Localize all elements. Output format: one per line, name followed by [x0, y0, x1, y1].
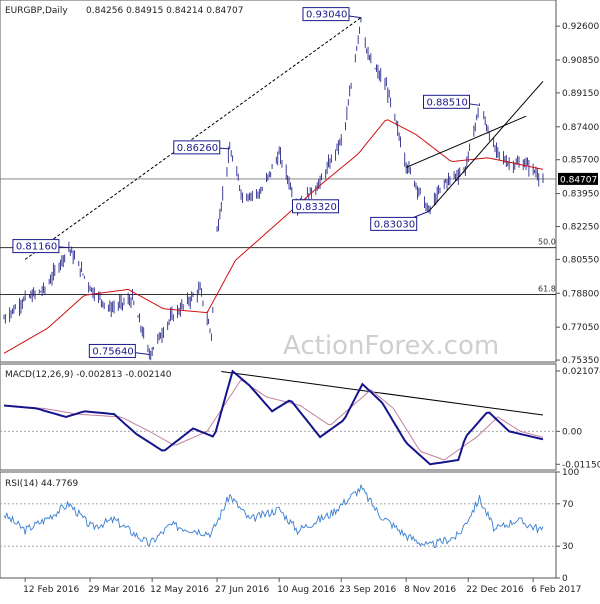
channel-line — [405, 115, 527, 168]
dashed-trendline — [24, 17, 362, 260]
callout-box — [302, 7, 350, 22]
moving-average-line — [3, 119, 544, 354]
level-callout: 0.81160 — [12, 239, 69, 254]
price-y-tick-label: 0.75350 — [562, 356, 599, 366]
callout-label: 0.88510 — [427, 97, 468, 108]
price-y-tick-label: 0.78800 — [562, 289, 599, 299]
level-callout: 0.83030 — [370, 210, 429, 231]
callout-box — [423, 94, 471, 109]
callout-box — [88, 343, 136, 358]
callout-box — [370, 216, 418, 231]
x-tick-label: 23 Sep 2016 — [339, 585, 396, 595]
x-tick-label: 12 Feb 2016 — [23, 585, 79, 595]
macd-signal-line — [3, 379, 544, 461]
watermark: ActionForex.com — [283, 331, 499, 361]
rsi-panel: 100 70 30 0 RSI(14) 44.7769 — [0, 468, 579, 584]
macd-main-line — [3, 369, 544, 466]
rsi-y-tick-label: 0 — [562, 574, 568, 584]
current-price-tag-text: 0.84707 — [560, 175, 597, 185]
level-callout: 0.75640 — [88, 343, 150, 358]
price-y-tick-label: 0.87400 — [562, 123, 599, 133]
rsi-y-axis: 100 70 30 0 — [556, 468, 579, 584]
x-tick-label: 8 Nov 2016 — [404, 585, 456, 595]
callout-box — [12, 239, 60, 254]
macd-title: MACD(12,26,9) -0.002813 -0.002140 — [5, 370, 172, 380]
macd-panel-frame — [0, 363, 557, 471]
macd-y-tick-label: -0.011507 — [562, 460, 600, 470]
price-y-tick-label: 0.83950 — [562, 190, 599, 200]
fib-level-label: 61.8 — [538, 284, 556, 293]
price-panel: 0.92600 0.90850 0.89150 0.87400 0.85700 0.839… — [0, 0, 599, 366]
price-y-tick-label: 0.90850 — [562, 56, 599, 66]
x-tick-label: 6 Feb 2017 — [531, 585, 581, 595]
macd-trend-line — [221, 370, 544, 416]
macd-series — [3, 369, 544, 466]
x-tick-label: 29 Mar 2016 — [88, 585, 145, 595]
x-tick-label: 10 Aug 2016 — [277, 585, 335, 595]
x-tick-label: 27 Jun 2016 — [215, 585, 269, 595]
level-callout: 0.88510 — [423, 94, 480, 109]
chart-title: EURGBP,Daily — [5, 6, 68, 16]
rsi-y-tick-label: 100 — [562, 468, 579, 478]
callout-box — [173, 140, 221, 155]
level-callout: 0.93040 — [302, 7, 362, 22]
key-level-callouts: 0.93040 0.86260 0.83320 0.88510 0.83030 0.811… — [12, 7, 480, 358]
price-y-axis: 0.92600 0.90850 0.89150 0.87400 0.85700 0.839… — [556, 22, 599, 366]
price-y-tick-label: 0.77050 — [562, 323, 599, 333]
moving-average — [3, 119, 544, 354]
current-price-tag — [558, 172, 598, 185]
trendlines — [24, 17, 544, 260]
macd-y-axis: 0.021074 0.00 -0.011507 — [556, 367, 600, 470]
rsi-panel-frame — [0, 471, 557, 579]
chart-ohlc: 0.84256 0.84915 0.84214 0.84707 — [86, 6, 243, 16]
callout-label: 0.93040 — [306, 10, 347, 21]
rsi-series — [3, 484, 544, 548]
callout-label: 0.81160 — [16, 242, 57, 253]
price-y-tick-label: 0.85700 — [562, 156, 599, 166]
macd-y-tick-label: 0.00 — [562, 427, 582, 437]
macd-trendline — [221, 370, 544, 416]
price-panel-frame — [0, 0, 557, 363]
x-axis: 12 Feb 2016 29 Mar 2016 12 May 2016 27 Jun … — [23, 578, 581, 595]
price-tag: 0.84707 — [558, 172, 598, 185]
rsi-y-tick-label: 70 — [562, 500, 574, 510]
level-callout: 0.86260 — [173, 140, 230, 155]
price-y-tick-label: 0.82250 — [562, 222, 599, 232]
callout-label: 0.75640 — [92, 346, 133, 357]
macd-y-tick-label: 0.021074 — [562, 367, 600, 377]
price-y-tick-label: 0.89150 — [562, 89, 599, 99]
channel-line — [428, 80, 544, 212]
callout-label: 0.83030 — [374, 219, 415, 230]
callout-box — [291, 199, 339, 214]
rsi-title: RSI(14) 44.7769 — [5, 479, 78, 489]
callout-label: 0.86260 — [177, 143, 218, 154]
rsi-level-lines — [0, 503, 556, 547]
price-candles — [3, 17, 544, 361]
rsi-y-tick-label: 30 — [562, 542, 574, 552]
price-y-tick-label: 0.80550 — [562, 255, 599, 265]
callout-label: 0.83320 — [295, 202, 336, 213]
fib-level-label: 50.0 — [538, 238, 556, 247]
x-tick-label: 22 Dec 2016 — [466, 585, 524, 595]
macd-panel: 0.021074 0.00 -0.011507 MACD(12,26,9) -0.0… — [0, 363, 600, 471]
rsi-line — [3, 484, 544, 548]
x-tick-label: 12 May 2016 — [150, 585, 209, 595]
price-y-tick-label: 0.92600 — [562, 22, 599, 32]
level-callout: 0.83320 — [291, 199, 339, 214]
